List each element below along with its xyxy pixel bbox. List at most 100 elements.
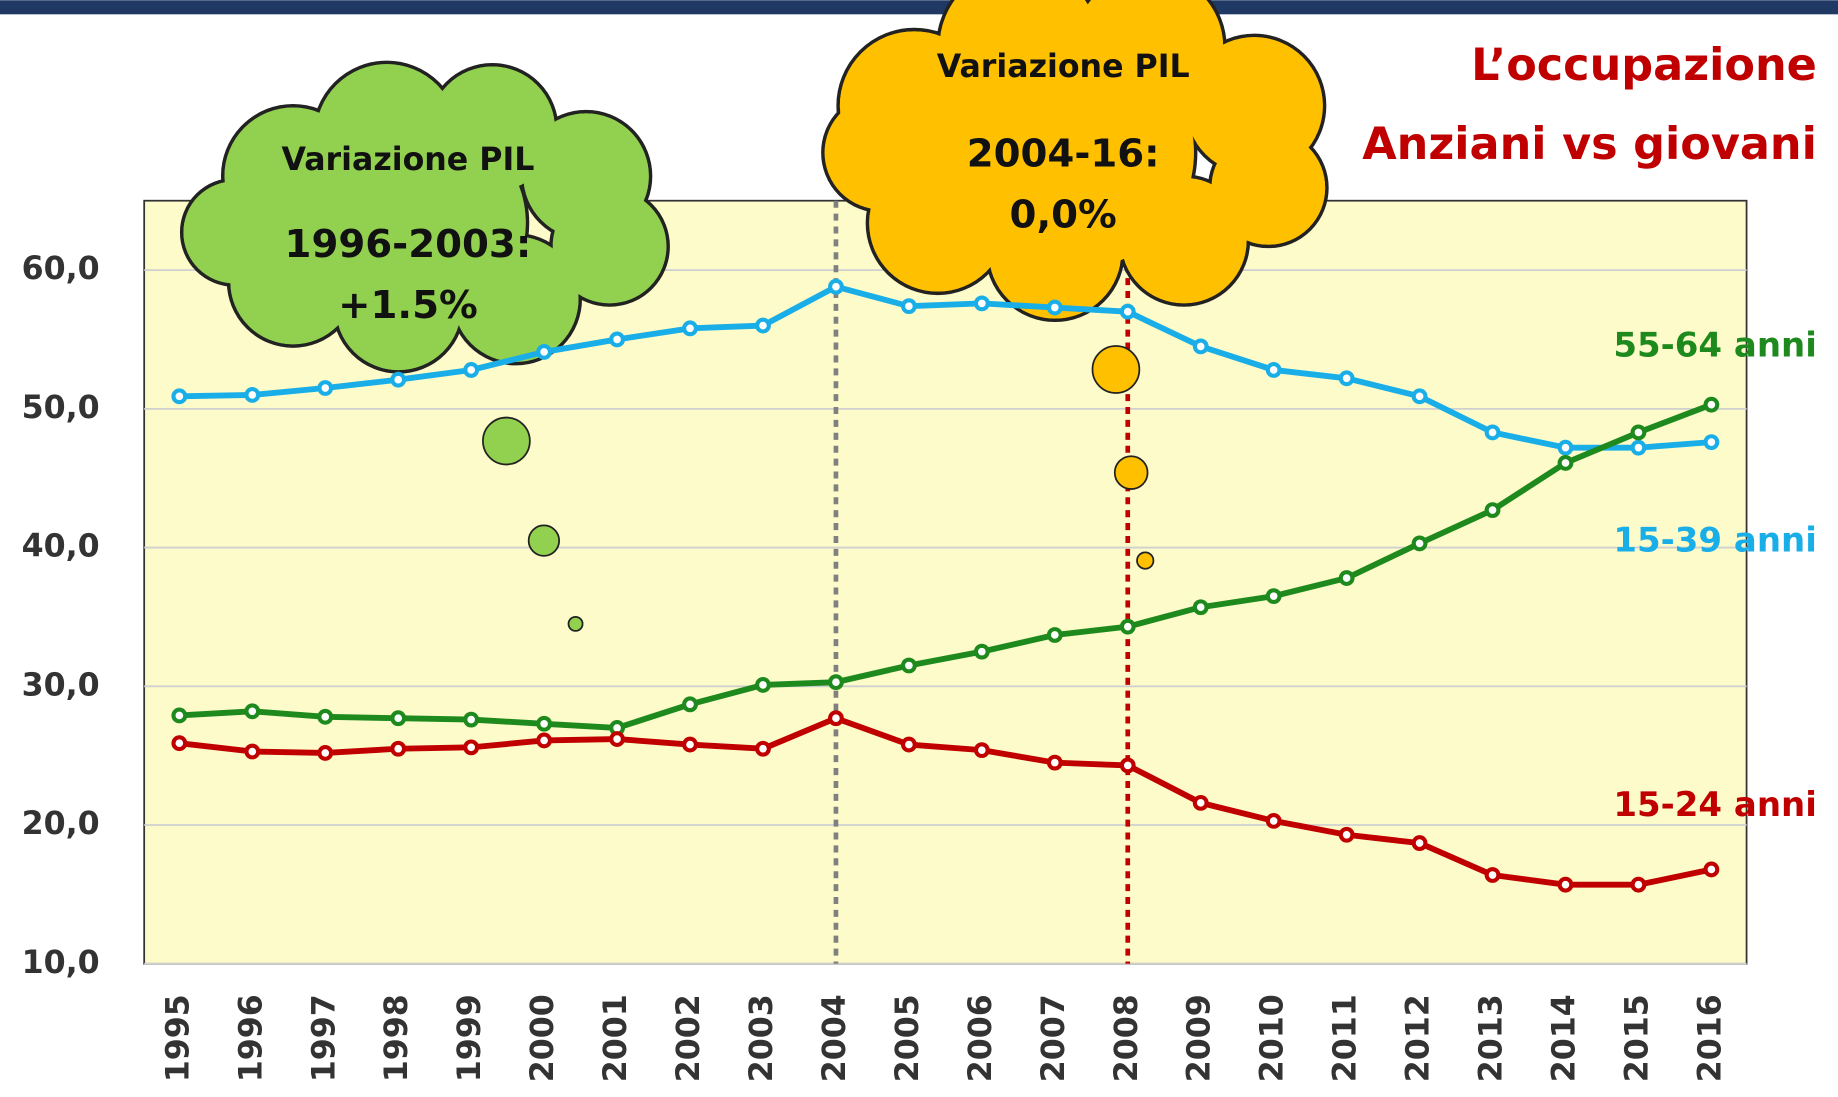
point	[392, 743, 404, 755]
header-bar	[0, 0, 1838, 14]
point	[1560, 442, 1572, 454]
point	[611, 733, 623, 745]
point	[1268, 364, 1280, 376]
x-tick-label: 1996	[233, 994, 269, 1082]
point	[757, 743, 769, 755]
chart: L’occupazione Anziani vs giovani 10,020,…	[0, 0, 1838, 1093]
cloud-bubble	[1137, 552, 1153, 568]
point	[1049, 757, 1061, 769]
point	[465, 741, 477, 753]
series-label: 15-39 anni	[1613, 520, 1817, 560]
x-tick-label: 2000	[525, 994, 561, 1082]
point	[246, 705, 258, 717]
cloud-bubble	[529, 525, 559, 555]
y-tick-label: 50,0	[22, 390, 100, 426]
y-tick-label: 40,0	[22, 529, 100, 565]
x-tick-label: 2007	[1036, 994, 1072, 1082]
point	[903, 660, 915, 672]
cloud-bubble	[569, 617, 583, 631]
point	[1414, 538, 1426, 550]
x-tick-label: 2014	[1546, 994, 1582, 1082]
point	[1195, 341, 1207, 353]
y-tick-label: 30,0	[22, 667, 100, 703]
point	[1341, 572, 1353, 584]
point	[319, 747, 331, 759]
point	[1706, 436, 1718, 448]
y-tick-label: 20,0	[22, 806, 100, 842]
point	[1560, 879, 1572, 891]
point	[1122, 760, 1134, 772]
point	[830, 712, 842, 724]
point	[1414, 390, 1426, 402]
x-tick-label: 2011	[1328, 994, 1364, 1082]
point	[684, 739, 696, 751]
point	[1341, 829, 1353, 841]
x-tick-label: 1998	[379, 994, 415, 1082]
x-tick-label: 2013	[1474, 994, 1510, 1082]
cloud-period: 2004-16:	[967, 132, 1160, 177]
point	[538, 718, 550, 730]
point	[1706, 864, 1718, 876]
point	[1414, 837, 1426, 849]
cloud-value: 0,0%	[1010, 193, 1117, 238]
point	[1341, 372, 1353, 384]
point	[538, 346, 550, 358]
cloud-title: Variazione PIL	[281, 142, 534, 178]
cloud-bubble	[483, 418, 530, 465]
x-tick-label: 2008	[1109, 994, 1145, 1082]
point	[1487, 869, 1499, 881]
x-tick-label: 2009	[1182, 994, 1218, 1082]
point	[392, 374, 404, 386]
point	[319, 711, 331, 723]
cloud-period: 1996-2003:	[285, 222, 532, 267]
point	[830, 676, 842, 688]
x-tick-label: 2015	[1619, 994, 1655, 1082]
point	[1122, 621, 1134, 633]
point	[1706, 399, 1718, 411]
point	[903, 739, 915, 751]
point	[757, 320, 769, 332]
point	[173, 737, 185, 749]
point	[1633, 879, 1645, 891]
point	[465, 364, 477, 376]
cloud-value: +1.5%	[338, 283, 478, 328]
point	[757, 679, 769, 691]
point	[976, 744, 988, 756]
point	[392, 712, 404, 724]
point	[1633, 442, 1645, 454]
point	[1560, 457, 1572, 469]
x-tick-label: 2006	[963, 994, 999, 1082]
point	[1049, 302, 1061, 314]
x-tick-label: 2002	[671, 994, 707, 1082]
point	[684, 698, 696, 710]
cloud-bubble	[1092, 346, 1139, 393]
x-tick-label: 2003	[744, 994, 780, 1082]
point	[976, 646, 988, 658]
point	[246, 389, 258, 401]
x-tick-label: 1995	[160, 994, 196, 1082]
point	[246, 746, 258, 758]
cloud-fill	[825, 96, 939, 210]
series-label: 15-24 anni	[1613, 785, 1817, 825]
cloud-title: Variazione PIL	[937, 49, 1190, 85]
x-tick-label: 2004	[817, 994, 853, 1082]
point	[1268, 590, 1280, 602]
point	[1195, 797, 1207, 809]
x-tick-label: 2005	[890, 994, 926, 1082]
cloud-bubble	[1115, 456, 1148, 489]
x-tick-label: 2010	[1255, 994, 1291, 1082]
point	[1487, 427, 1499, 439]
point	[830, 281, 842, 293]
point	[1122, 306, 1134, 318]
y-tick-label: 10,0	[22, 945, 100, 981]
series-label: 55-64 anni	[1613, 326, 1817, 366]
point	[1049, 629, 1061, 641]
point	[1195, 601, 1207, 613]
point	[903, 300, 915, 312]
title-line: Anziani vs giovani	[1362, 118, 1817, 170]
x-tick-label: 2016	[1692, 994, 1728, 1082]
point	[684, 322, 696, 334]
point	[976, 298, 988, 310]
point	[465, 714, 477, 726]
x-tick-label: 1999	[452, 994, 488, 1082]
